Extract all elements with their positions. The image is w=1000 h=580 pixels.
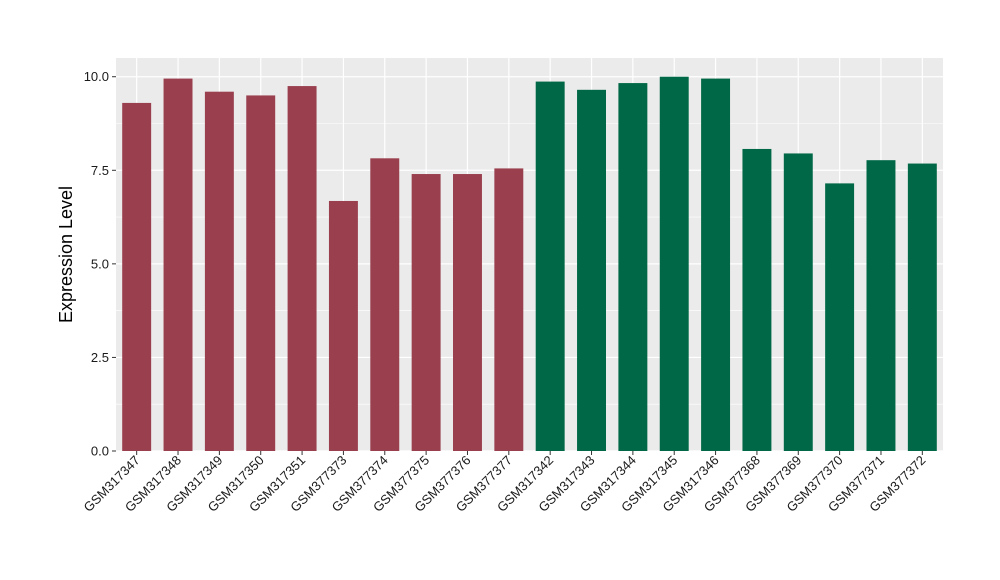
bar-GSM317346 [701, 78, 731, 451]
bar-GSM377377 [494, 168, 524, 451]
bar-GSM317350 [246, 95, 276, 451]
bar-GSM317351 [287, 86, 317, 452]
y-tick-label: 5.0 [91, 256, 109, 271]
y-axis-title: Expression Level [56, 186, 76, 323]
y-axis: 0.0 2.5 5.0 7.5 10.0 [84, 69, 116, 459]
plot-panel [116, 58, 943, 451]
bar-GSM317342 [535, 81, 565, 451]
y-tick-label: 2.5 [91, 350, 109, 365]
bar-GSM377375 [411, 174, 441, 451]
x-axis: GSM317347GSM317348GSM317349GSM317350GSM3… [81, 451, 928, 515]
bar-GSM377376 [453, 174, 482, 451]
bar-GSM377368 [742, 148, 772, 452]
bar-GSM377369 [783, 153, 813, 451]
bar-GSM377373 [328, 200, 358, 451]
bar-GSM377374 [370, 158, 400, 451]
y-tick-label: 10.0 [84, 69, 109, 84]
bar-GSM317348 [163, 78, 193, 451]
y-tick-label: 7.5 [91, 163, 109, 178]
bar-GSM377372 [907, 163, 937, 451]
bar-GSM317343 [577, 89, 606, 452]
bar-GSM377371 [866, 160, 896, 451]
bar-GSM317347 [122, 102, 152, 452]
bar-GSM317345 [659, 76, 689, 451]
y-tick-label: 0.0 [91, 444, 109, 459]
bars [122, 76, 937, 452]
bar-GSM317344 [618, 83, 648, 451]
bar-GSM317349 [204, 91, 234, 451]
bar-GSM377370 [825, 183, 855, 451]
